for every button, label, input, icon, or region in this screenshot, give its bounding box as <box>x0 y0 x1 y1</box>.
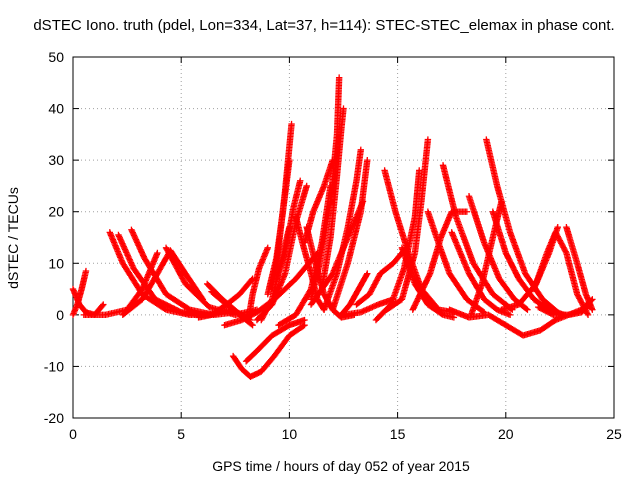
y-tick-label: 40 <box>48 101 64 117</box>
data-point-markers <box>245 244 271 324</box>
x-axis-label: GPS time / hours of day 052 of year 2015 <box>212 458 470 474</box>
axis-ticks: 0 5 10 15 20 25 -20 -10 0 10 20 30 40 50 <box>44 49 622 442</box>
x-tick-label: 20 <box>498 426 514 442</box>
data-arc <box>446 306 559 339</box>
data-point-markers <box>307 74 343 303</box>
data-arc <box>320 146 365 313</box>
data-arc <box>245 244 271 324</box>
data-point-markers <box>439 162 516 313</box>
data-arc <box>307 74 343 303</box>
data-arc <box>318 105 347 293</box>
y-tick-label: 0 <box>56 307 64 323</box>
y-tick-label: -20 <box>44 410 64 426</box>
y-axis-label: dSTEC / TECUs <box>5 187 21 289</box>
data-arc <box>535 301 594 319</box>
data-point-markers <box>229 321 308 380</box>
data-point-markers <box>446 306 559 339</box>
y-tick-label: 50 <box>48 49 64 65</box>
data-arc <box>242 316 308 365</box>
data-point-markers <box>273 177 304 282</box>
x-tick-label: 0 <box>69 426 77 442</box>
data-arc <box>268 120 295 293</box>
data-arc <box>128 226 239 319</box>
data-point-markers <box>253 182 310 324</box>
data-arc <box>439 162 516 313</box>
y-tick-label: 30 <box>48 152 64 168</box>
data-point-markers <box>467 198 505 319</box>
grid <box>73 57 614 418</box>
data-point-markers <box>301 156 336 246</box>
data-point-markers <box>340 296 397 319</box>
y-tick-label: 20 <box>48 204 64 220</box>
data-arc <box>229 321 308 380</box>
x-tick-label: 5 <box>177 426 185 442</box>
data-arc <box>329 156 371 313</box>
data-arc <box>273 177 304 282</box>
data-point-markers <box>318 105 347 293</box>
data-arc <box>340 296 397 319</box>
data-arc <box>69 267 90 319</box>
data-arc <box>530 229 592 319</box>
data-point-markers <box>448 229 514 319</box>
data-arc <box>467 198 505 319</box>
data-arc <box>301 156 336 246</box>
x-tick-label: 15 <box>390 426 406 442</box>
data-point-markers <box>530 229 592 319</box>
data-point-markers <box>535 301 594 319</box>
y-tick-label: -10 <box>44 358 64 374</box>
chart-title: dSTEC Iono. truth (pdel, Lon=334, Lat=37… <box>33 17 614 34</box>
data-point-markers <box>128 226 239 319</box>
x-tick-label: 10 <box>282 426 298 442</box>
data-point-markers <box>563 223 596 313</box>
data-series <box>69 74 596 380</box>
data-point-markers <box>162 244 261 319</box>
data-point-markers <box>320 146 365 313</box>
data-arc <box>563 223 596 313</box>
data-point-markers <box>69 267 90 319</box>
data-arc <box>253 182 310 324</box>
data-arc <box>383 136 432 313</box>
plot-frame <box>72 56 615 419</box>
y-tick-label: 10 <box>48 255 64 271</box>
data-arc <box>162 244 261 319</box>
x-tick-label: 25 <box>606 426 622 442</box>
data-point-markers <box>268 120 295 293</box>
data-point-markers <box>329 156 371 313</box>
data-point-markers <box>383 136 432 313</box>
data-arc <box>448 229 514 319</box>
data-point-markers <box>242 316 308 365</box>
